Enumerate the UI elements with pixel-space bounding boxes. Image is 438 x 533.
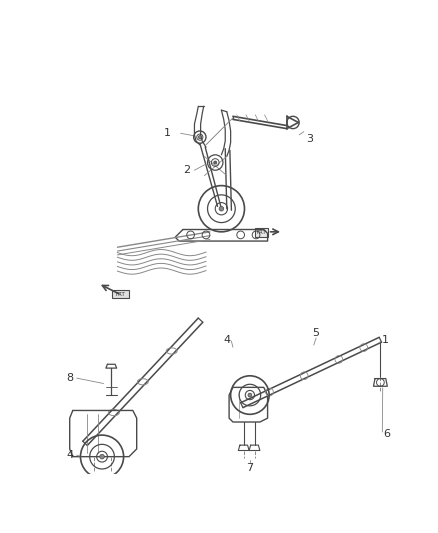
Text: 1: 1 bbox=[382, 335, 389, 345]
Circle shape bbox=[100, 454, 104, 459]
Text: 7: 7 bbox=[246, 463, 254, 473]
Text: 6: 6 bbox=[383, 429, 390, 439]
Circle shape bbox=[219, 206, 224, 211]
Text: FRT: FRT bbox=[116, 292, 125, 297]
Text: 5: 5 bbox=[313, 328, 320, 338]
Text: 4: 4 bbox=[66, 450, 73, 460]
FancyBboxPatch shape bbox=[254, 228, 268, 237]
Text: 3: 3 bbox=[307, 134, 314, 144]
Text: 4: 4 bbox=[223, 335, 230, 345]
Text: 2: 2 bbox=[183, 165, 190, 175]
Circle shape bbox=[198, 135, 201, 139]
Text: 8: 8 bbox=[66, 373, 73, 383]
Text: 1: 1 bbox=[164, 128, 171, 138]
Text: FRT: FRT bbox=[257, 230, 266, 235]
FancyBboxPatch shape bbox=[112, 290, 129, 298]
Circle shape bbox=[214, 161, 217, 164]
Circle shape bbox=[248, 393, 252, 397]
